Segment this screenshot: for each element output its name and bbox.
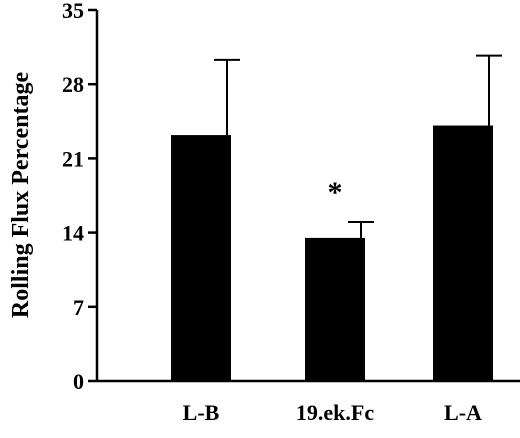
bars	[171, 125, 493, 381]
annotations: *	[328, 176, 343, 209]
y-tick-label: 21	[62, 146, 84, 171]
error-bars	[214, 54, 502, 238]
y-axis-ticks: 0 7 14 21 28 35	[62, 0, 97, 394]
bar	[171, 135, 231, 381]
y-tick-label: 35	[62, 0, 84, 23]
x-category-label: 19.ek.Fc	[296, 400, 374, 425]
y-tick-label: 14	[62, 221, 84, 246]
y-tick-label: 28	[62, 72, 84, 97]
x-category-label: L-B	[183, 400, 220, 425]
y-tick-label: 0	[73, 369, 84, 394]
bar	[433, 125, 493, 381]
bar	[305, 237, 365, 381]
significance-asterisk: *	[328, 176, 343, 209]
x-category-label: L-A	[444, 400, 482, 425]
y-tick-label: 7	[73, 295, 84, 320]
category-labels: L-B 19.ek.Fc L-A	[183, 400, 482, 425]
y-axis-title: Rolling Flux Percentage	[8, 72, 34, 319]
